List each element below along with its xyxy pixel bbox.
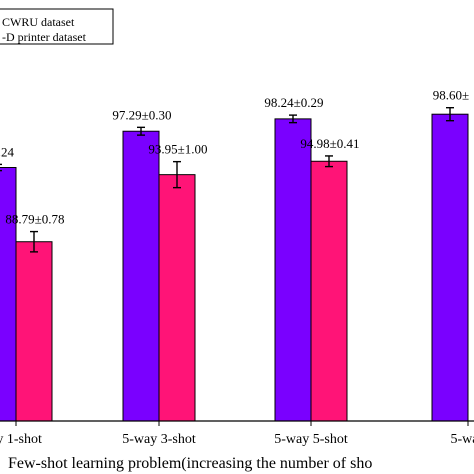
legend-box	[0, 8, 114, 45]
data-label-cwru-4: 98.60±	[433, 88, 469, 103]
data-label-cwru-3: 98.24±0.29	[264, 95, 323, 110]
bar-3d-printer-3	[310, 160, 348, 422]
bar-3d-printer-2	[158, 174, 196, 422]
error-bar-cwru-4	[446, 106, 454, 122]
error-bar-cwru-3	[289, 114, 297, 124]
x-tick-label-2: 5-way 3-shot	[122, 432, 196, 447]
data-label-3d-printer-1: 88.79±0.78	[5, 212, 64, 227]
x-axis-title: Few-shot learning problem(increasing the…	[8, 455, 372, 472]
bar-cwru-1	[0, 167, 17, 422]
x-tick-label-3: 5-way 5-shot	[274, 432, 348, 447]
error-bar-3d-printer-3	[325, 155, 333, 168]
error-bar-cwru-2	[137, 126, 145, 136]
data-label-3d-printer-3: 94.98±0.41	[300, 136, 359, 151]
error-bar-cwru-1	[0, 163, 2, 172]
error-bar-3d-printer-1	[30, 230, 38, 253]
legend-entry-3d-printer: -D printer dataset	[2, 30, 87, 44]
bar-cwru-2	[122, 130, 160, 422]
bar-cwru-3	[274, 118, 312, 422]
data-label-3d-printer-2: 93.95±1.00	[148, 142, 207, 157]
x-ticks: ay 1-shot 5-way 3-shot 5-way 5-shot 5-way	[0, 421, 474, 447]
data-label-cwru-2: 97.29±0.30	[112, 107, 171, 122]
chart-marks: ±0.24 88.79±0.78 97.29±0.30 93.95±1.00 98.24…	[0, 88, 469, 422]
data-label-cwru-1: ±0.24	[0, 144, 14, 159]
x-tick-label-1: ay 1-shot	[0, 432, 42, 447]
legend-entry-cwru: CWRU dataset	[2, 15, 75, 29]
bar-cwru-4	[431, 113, 469, 422]
error-bar-3d-printer-2	[173, 160, 181, 189]
bar-3d-printer-1	[15, 241, 53, 422]
x-tick-label-4: 5-way	[451, 432, 474, 447]
legend: CWRU dataset -D printer dataset	[0, 8, 114, 45]
